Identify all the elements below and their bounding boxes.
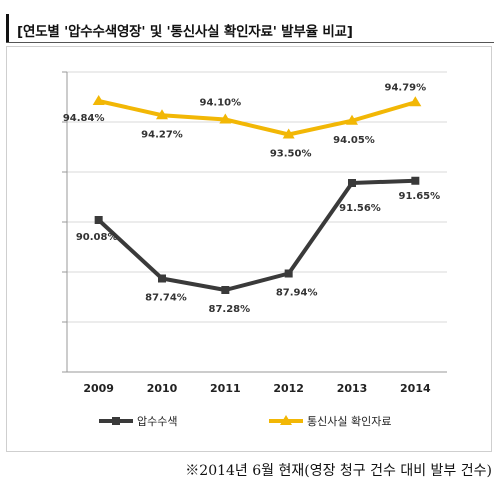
x-tick-label: 2009 bbox=[83, 382, 114, 395]
legend-marker bbox=[280, 415, 292, 425]
data-point bbox=[346, 114, 358, 125]
data-point bbox=[94, 216, 103, 224]
data-point bbox=[411, 176, 420, 185]
footnote: ※2014년 6월 현재(영장 청구 건수 대비 발부 건수) bbox=[185, 463, 492, 479]
legend-label: 압수수색 bbox=[137, 415, 177, 428]
data-label: 87.74% bbox=[145, 293, 187, 304]
x-tick-label: 2012 bbox=[273, 382, 304, 395]
data-label: 90.08% bbox=[76, 232, 118, 243]
series-line bbox=[98, 99, 416, 137]
legend-marker bbox=[112, 417, 120, 425]
x-tick-label: 2011 bbox=[210, 382, 241, 395]
x-tick-label: 2010 bbox=[147, 382, 178, 395]
data-point bbox=[92, 95, 105, 105]
x-tick-label: 2014 bbox=[400, 382, 431, 395]
data-label: 94.10% bbox=[200, 98, 242, 109]
data-point bbox=[221, 286, 230, 294]
data-label: 87.94% bbox=[276, 288, 318, 299]
line-chart: 2009 2010 2011 2012 2013 2014 90.08% 87.74% 87.2… bbox=[62, 71, 447, 428]
legend-label: 통신사실 확인자료 bbox=[307, 415, 391, 428]
data-label: 94.84% bbox=[63, 113, 105, 124]
data-label: 94.27% bbox=[141, 129, 183, 140]
data-point bbox=[409, 96, 422, 107]
data-label: 93.50% bbox=[270, 149, 312, 160]
data-point bbox=[156, 109, 168, 120]
data-label: 94.79% bbox=[385, 82, 427, 93]
data-point bbox=[219, 113, 232, 124]
data-point bbox=[158, 274, 166, 283]
data-label: 94.05% bbox=[333, 135, 375, 146]
data-label: 87.28% bbox=[209, 304, 251, 315]
x-tick-label: 2013 bbox=[337, 382, 368, 395]
data-label: 91.56% bbox=[339, 203, 381, 214]
data-point bbox=[282, 128, 295, 139]
title-underline bbox=[6, 42, 494, 43]
data-point bbox=[284, 269, 293, 278]
data-label: 91.65% bbox=[399, 191, 441, 202]
chart-title: [연도별 '압수수색영장' 및 '통신사실 확인자료' 발부율 비교] bbox=[17, 24, 353, 40]
chart-frame: 2009 2010 2011 2012 2013 2014 90.08% 87.74% 87.2… bbox=[6, 46, 492, 452]
data-point bbox=[348, 179, 356, 187]
title-box: [연도별 '압수수색영장' 및 '통신사실 확인자료' 발부율 비교] bbox=[6, 14, 497, 42]
series-line bbox=[97, 178, 416, 292]
